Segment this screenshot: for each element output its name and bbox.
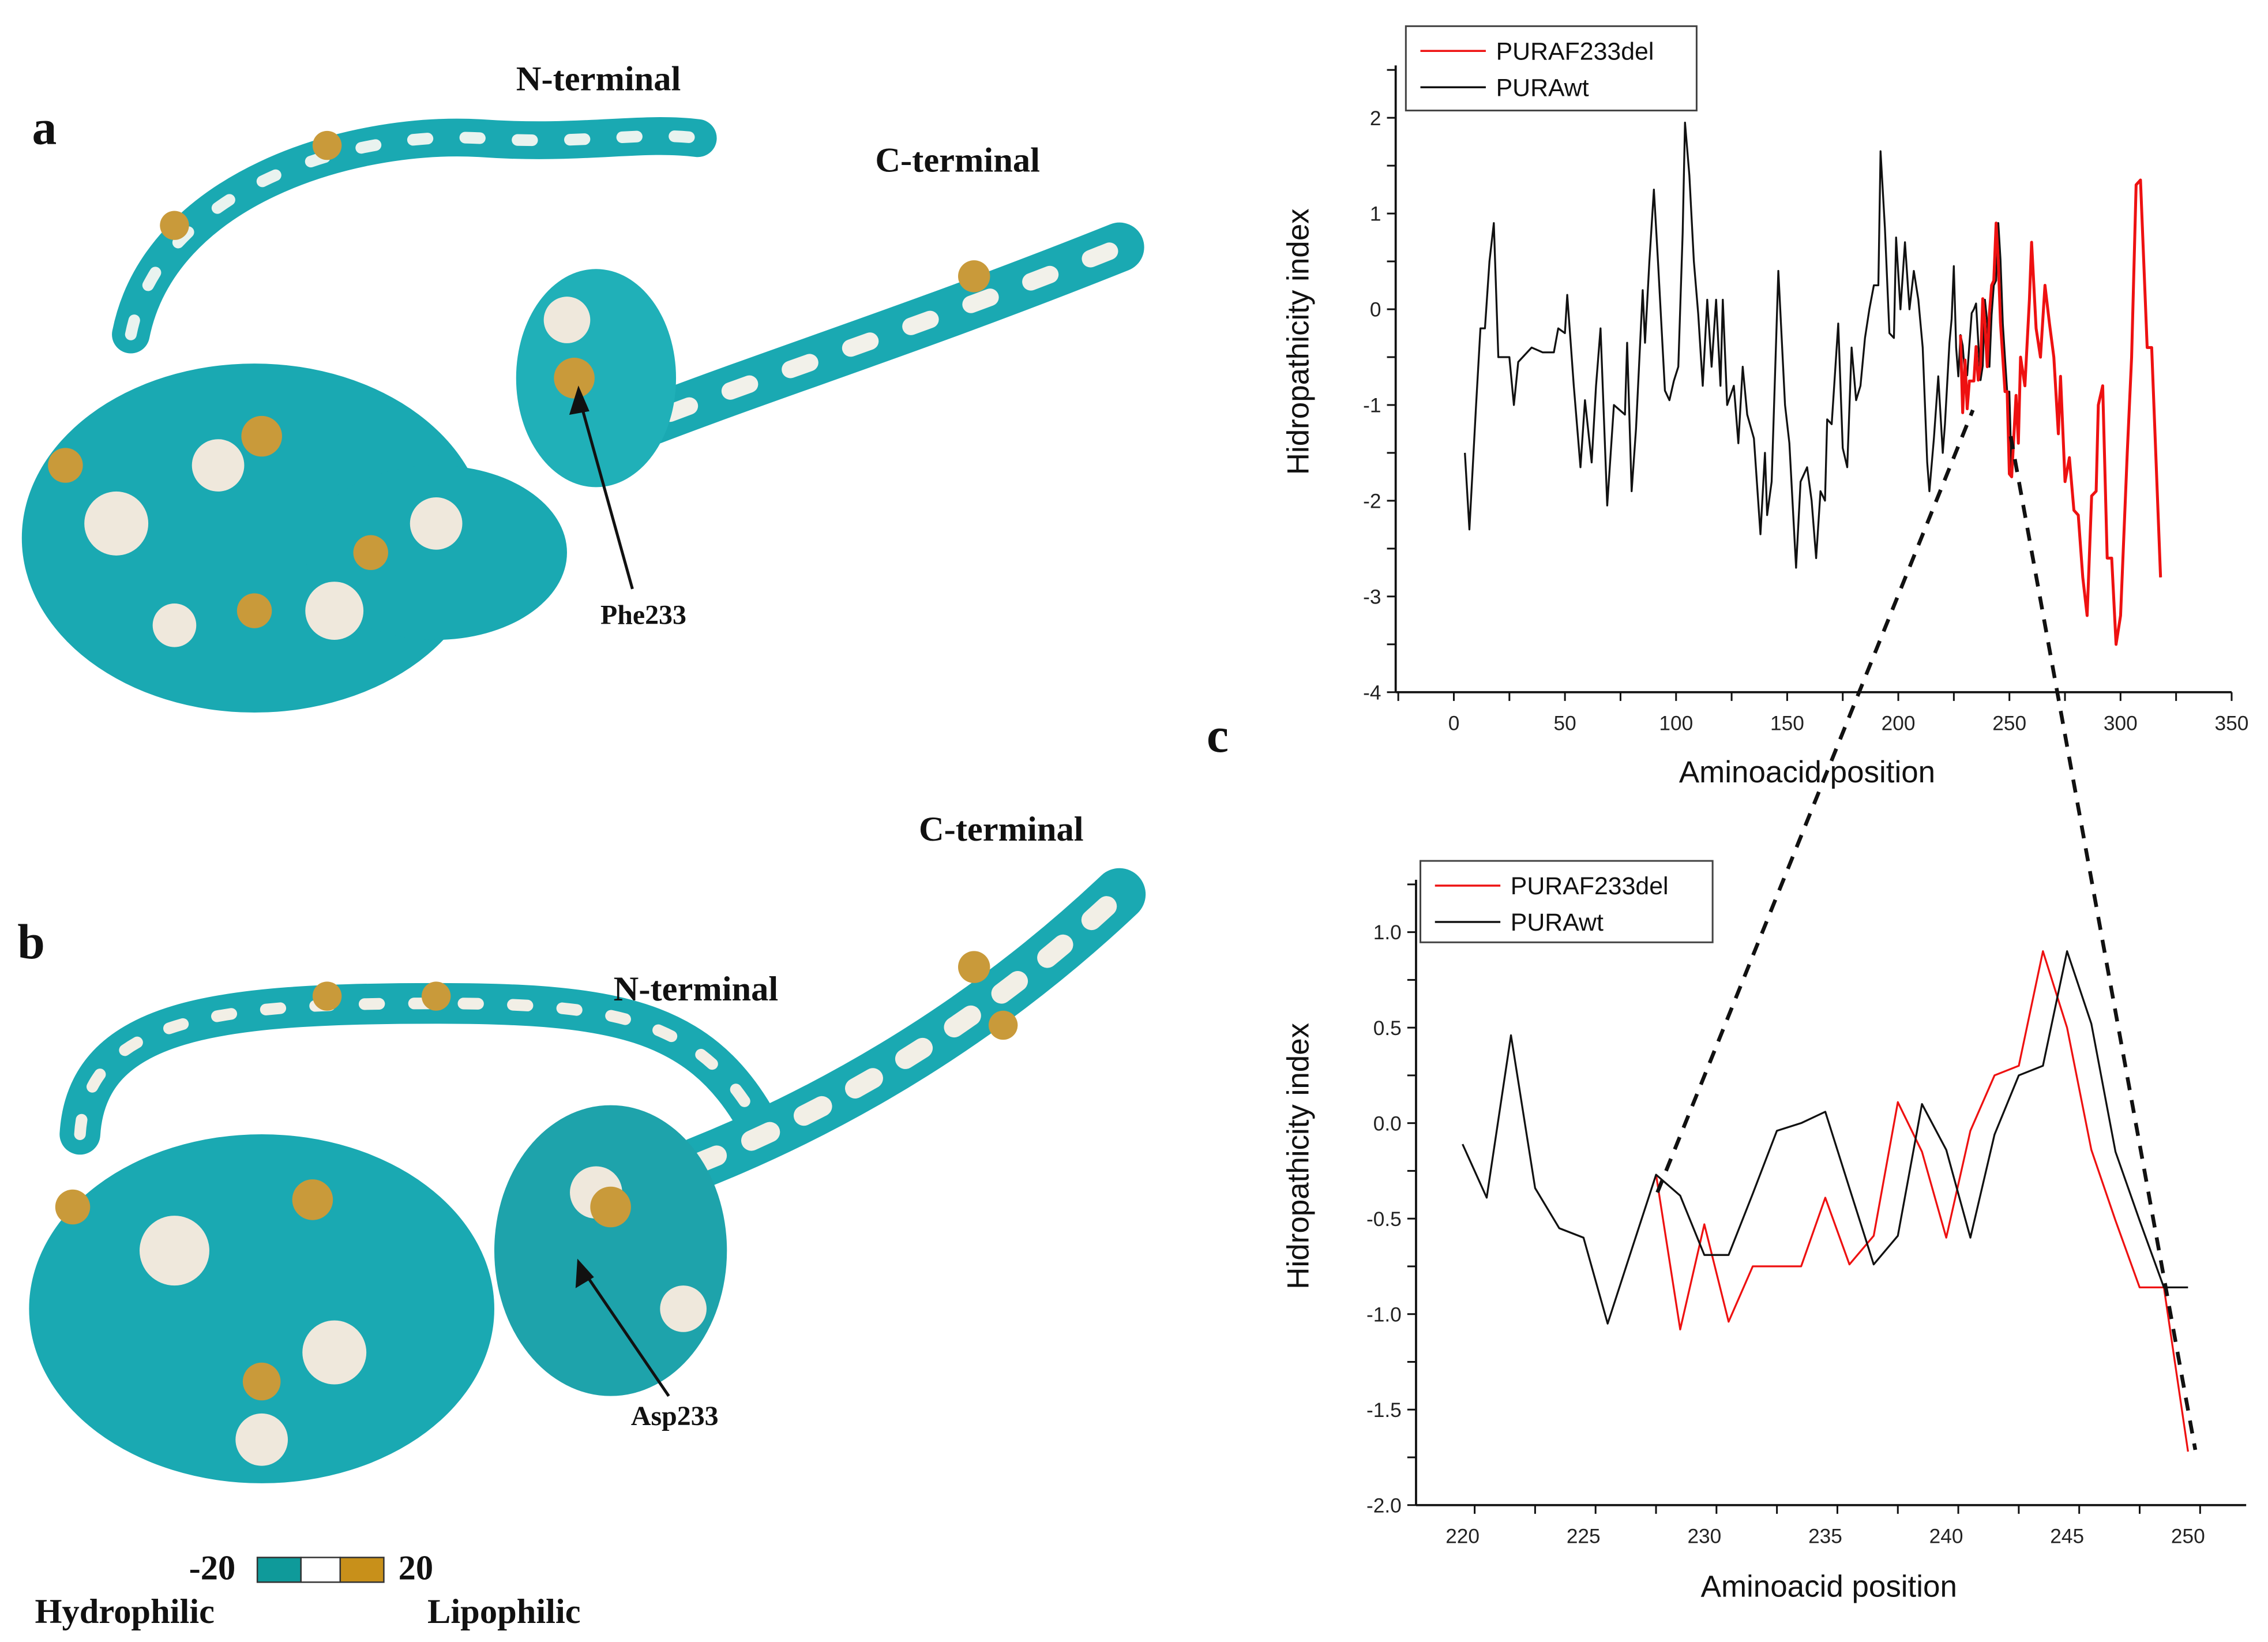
panel-label-a: a [32,102,57,156]
y-tick-label: 0.0 [1373,1112,1402,1135]
y-tick-label: -4 [1363,681,1381,704]
arrowhead-icon [575,1258,594,1288]
structure-b-surface [29,868,1146,1483]
x-tick-label: 235 [1808,1525,1842,1547]
x-tick-label: 250 [2171,1525,2205,1547]
chart-full: 0 50 100 150 200 250 300 350 2 1 0 -1 -2 -3 -4 Aminoaci… [1281,25,2249,789]
panel-label-c: c [1207,710,1229,764]
legend-label: PURAwt [1496,74,1589,102]
arrow-phe233 [577,395,634,590]
legend-box [1420,860,1714,943]
arrow-asp233 [580,1267,670,1397]
b-n-terminal-label: N-terminal [613,971,779,1010]
x-tick-label: 245 [2050,1525,2084,1547]
y-tick-label: -0.5 [1366,1208,1402,1231]
y-tick-label: -2.0 [1366,1494,1402,1517]
a-residue-label: Phe233 [600,600,686,631]
x-tick-label: 100 [1659,712,1693,734]
legend-label: PURAF233del [1511,872,1669,900]
legend-label: PURAF233del [1496,38,1654,65]
y-axis-label: Hidropathicity index [1281,1023,1315,1289]
x-tick-label: 220 [1445,1525,1480,1547]
y-tick-label: -2 [1363,490,1381,512]
panel-label-b: b [17,916,45,970]
hydrophobicity-scale-bar [256,1557,385,1583]
lipophilic-label: Lipophilic [427,1594,581,1632]
legend: PURAF233del PURAwt [1405,25,1698,112]
zoom-connector-left [1655,409,1975,1194]
chart-zoom: 220 225 230 235 240 245 250 1.0 0.5 0.0 -0.5 -1.0 -1… [1281,860,2247,1604]
x-tick-label: 230 [1687,1525,1721,1547]
molecular-surfaces [21,117,1146,1583]
series-line-puraf233del [1655,950,2189,1452]
legend: PURAF233del PURAwt [1420,860,1714,943]
x-tick-label: 250 [1992,712,2026,734]
hydrophilic-label: Hydrophilic [35,1594,215,1632]
scale-max-label: 20 [398,1550,434,1588]
x-tick-label: 0 [1448,712,1460,734]
x-tick-label: 150 [1770,712,1804,734]
b-residue-label: Asp233 [630,1401,719,1433]
a-n-terminal-label: N-terminal [516,61,681,99]
y-tick-label: -1.5 [1366,1399,1402,1422]
series-line-puraf233del [1959,178,2162,646]
x-axis-label: Aminoacid position [1701,1570,1957,1604]
x-axis-label: Aminoacid position [1679,755,1935,789]
y-tick-label: -3 [1363,586,1381,608]
zoom-connector-right [2008,436,2198,1450]
x-tick-label: 200 [1882,712,1916,734]
series-line-purawt [1462,950,2188,1325]
y-tick-label: -1 [1363,395,1381,417]
a-c-terminal-label: C-terminal [875,143,1040,181]
legend-box [1405,25,1698,112]
y-tick-label: 1 [1370,203,1381,226]
x-tick-label: 350 [2215,712,2249,734]
y-tick-label: 0 [1370,299,1381,321]
y-axis-label: Hidropathicity index [1281,208,1315,475]
x-tick-label: 50 [1554,712,1576,734]
arrowhead-icon [569,385,589,415]
x-tick-label: 300 [2104,712,2138,734]
structure-a-surface [21,117,1144,713]
x-tick-label: 240 [1929,1525,1963,1547]
y-tick-label: 2 [1370,107,1381,130]
b-c-terminal-label: C-terminal [918,811,1084,849]
residue-arrows [569,385,670,1397]
y-tick-label: -1.0 [1366,1303,1402,1326]
y-tick-label: 1.0 [1373,921,1402,944]
x-tick-label: 225 [1567,1525,1601,1547]
legend-label: PURAwt [1511,909,1604,936]
y-tick-label: 0.5 [1373,1017,1402,1040]
scale-min-label: -20 [189,1550,236,1588]
